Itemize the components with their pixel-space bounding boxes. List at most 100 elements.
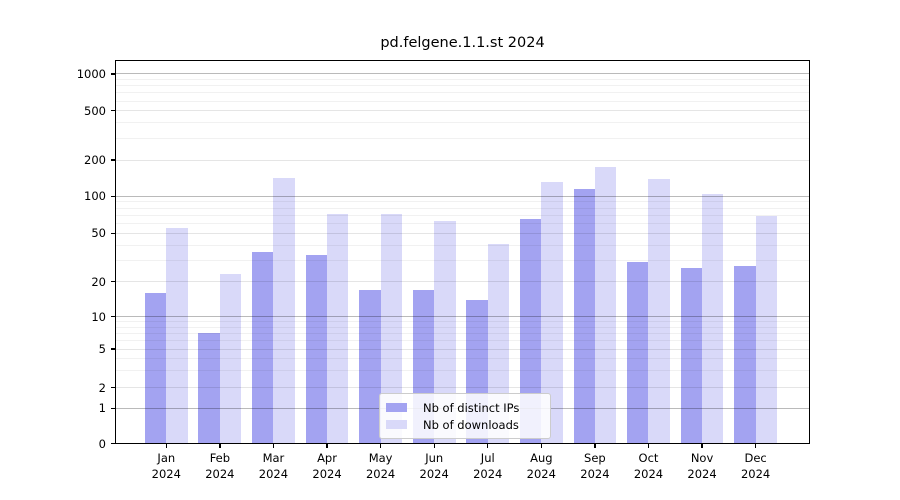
y-gridline-minor xyxy=(115,281,810,283)
y-gridline-minor xyxy=(115,259,810,261)
y-tick xyxy=(110,348,115,350)
bar-downloads xyxy=(327,213,349,444)
bar-distinct-ips xyxy=(680,267,703,444)
legend-swatch-downloads xyxy=(386,420,407,429)
y-gridline-minor xyxy=(115,159,810,161)
legend-row-distinct-ips: Nb of distinct IPs xyxy=(380,401,550,415)
bar-distinct-ips xyxy=(305,255,328,444)
bar-downloads xyxy=(541,182,563,444)
bar-distinct-ips xyxy=(573,189,595,444)
x-tick xyxy=(487,443,489,448)
x-tick-label: Feb 2024 xyxy=(205,451,235,481)
y-tick-label: 500 xyxy=(84,103,106,118)
y-gridline-minor xyxy=(115,326,810,328)
bar-downloads xyxy=(434,221,456,444)
x-tick-label: Sep 2024 xyxy=(580,451,610,481)
y-tick-label: 1 xyxy=(98,401,106,416)
y-gridline-minor xyxy=(115,110,810,112)
y-gridline-minor xyxy=(115,137,810,139)
y-tick-label: 0 xyxy=(98,436,106,451)
legend: Nb of distinct IPs Nb of downloads xyxy=(379,393,551,439)
y-tick xyxy=(110,73,115,75)
bar-distinct-ips xyxy=(627,262,649,444)
x-tick-label: Dec 2024 xyxy=(740,451,771,481)
chart-title: pd.felgene.1.1.st 2024 xyxy=(380,35,545,51)
x-tick-label: May 2024 xyxy=(365,451,396,481)
x-tick-label: Jun 2024 xyxy=(419,451,449,481)
bar-distinct-ips xyxy=(144,292,167,444)
x-tick xyxy=(165,443,167,448)
y-tick xyxy=(110,407,115,410)
y-tick xyxy=(110,159,115,161)
x-tick-label: Nov 2024 xyxy=(687,451,717,481)
y-gridline-minor xyxy=(115,223,810,225)
bar-downloads xyxy=(594,167,617,444)
bar-downloads xyxy=(273,178,295,444)
y-gridline-major xyxy=(115,316,810,318)
legend-label-downloads: Nb of downloads xyxy=(423,417,519,432)
y-gridline-minor xyxy=(115,369,810,371)
y-gridline-minor xyxy=(115,79,810,81)
y-tick xyxy=(110,442,115,445)
x-tick xyxy=(272,443,275,448)
x-tick xyxy=(701,443,703,448)
bar-downloads xyxy=(755,216,778,444)
y-gridline-major xyxy=(115,73,810,75)
y-tick xyxy=(110,281,115,283)
y-gridline-minor xyxy=(115,92,810,94)
bar-distinct-ips xyxy=(519,218,542,444)
x-tick-label: Apr 2024 xyxy=(312,451,342,481)
legend-row-downloads: Nb of downloads xyxy=(380,418,550,432)
y-gridline-minor xyxy=(115,214,810,216)
x-tick xyxy=(647,443,650,448)
legend-swatch-ips xyxy=(386,403,407,412)
bar-downloads xyxy=(166,228,188,444)
y-tick xyxy=(110,316,115,318)
y-tick xyxy=(110,195,115,197)
y-tick xyxy=(110,110,115,112)
bar-distinct-ips xyxy=(359,289,381,444)
y-tick-label: 20 xyxy=(91,274,106,289)
bar-downloads xyxy=(380,213,402,444)
bar-downloads xyxy=(648,179,670,444)
x-tick xyxy=(754,443,757,448)
y-gridline-minor xyxy=(115,348,810,350)
y-tick xyxy=(110,232,115,235)
x-tick-label: Aug 2024 xyxy=(526,451,556,481)
x-tick xyxy=(379,443,382,448)
y-tick-label: 50 xyxy=(91,226,106,241)
y-tick-label: 1000 xyxy=(76,66,106,81)
x-tick xyxy=(326,443,328,448)
y-gridline-minor xyxy=(115,244,810,246)
bar-downloads xyxy=(219,274,242,444)
y-gridline-minor xyxy=(115,340,810,341)
y-gridline-minor xyxy=(115,387,810,388)
x-tick xyxy=(594,443,596,448)
y-gridline-minor xyxy=(115,321,810,323)
y-tick xyxy=(110,386,115,389)
y-tick-label: 2 xyxy=(98,380,106,395)
bar-downloads xyxy=(702,193,724,444)
x-tick-label: Oct 2024 xyxy=(633,451,664,481)
y-gridline-minor xyxy=(115,201,810,203)
y-tick-label: 10 xyxy=(91,309,106,324)
x-tick xyxy=(219,443,221,448)
bar-distinct-ips xyxy=(252,252,274,444)
bar-distinct-ips xyxy=(198,333,220,444)
x-tick-label: Jul 2024 xyxy=(473,451,503,481)
y-tick-label: 100 xyxy=(84,189,106,204)
x-tick xyxy=(540,443,542,448)
y-gridline-minor xyxy=(115,100,810,102)
bar-distinct-ips xyxy=(734,265,756,444)
y-gridline-minor xyxy=(115,232,810,234)
y-gridline-minor xyxy=(115,207,810,209)
y-gridline-minor xyxy=(115,85,810,87)
y-gridline-minor xyxy=(115,122,810,124)
y-gridline-minor xyxy=(115,357,810,359)
x-tick-label: Jan 2024 xyxy=(151,451,181,481)
legend-label-ips: Nb of distinct IPs xyxy=(423,400,520,415)
y-tick-label: 200 xyxy=(84,153,106,168)
y-gridline-minor xyxy=(115,332,810,334)
x-tick-label: Mar 2024 xyxy=(258,451,289,481)
